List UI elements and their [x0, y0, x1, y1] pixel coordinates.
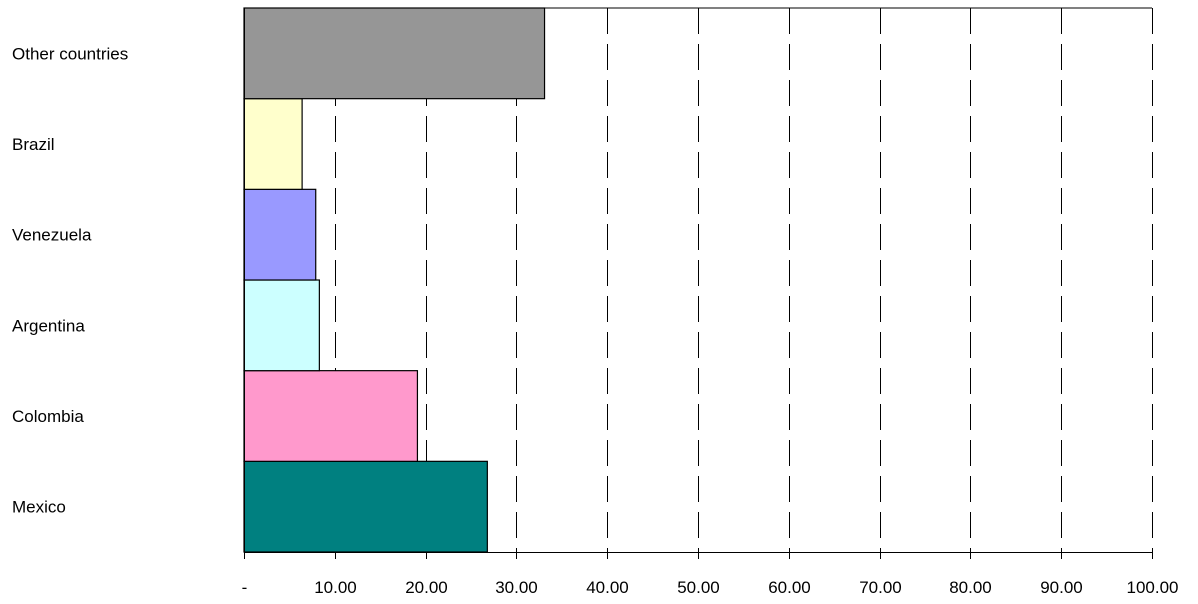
bar-mexico — [243, 460, 488, 553]
x-tick-label-80: 80.00 — [949, 578, 992, 597]
x-tick-label-40: 40.00 — [586, 578, 629, 597]
category-label-mexico: Mexico — [12, 498, 66, 517]
x-tick-label-30: 30.00 — [495, 578, 538, 597]
bar-colombia — [243, 370, 419, 462]
bar-other-countries — [243, 7, 546, 100]
x-tick-label-60: 60.00 — [768, 578, 811, 597]
x-tick-label-0: - — [242, 578, 248, 597]
x-tick-label-90: 90.00 — [1040, 578, 1083, 597]
category-label-argentina: Argentina — [12, 316, 85, 335]
bars — [243, 7, 546, 553]
x-tick-label-50: 50.00 — [677, 578, 720, 597]
x-tick-label-70: 70.00 — [859, 578, 902, 597]
x-axis: - 10.00 20.00 30.00 40.00 50.00 60.00 70.00 80.0… — [242, 8, 1179, 597]
bar-venezuela — [243, 188, 317, 281]
bar-brazil — [243, 98, 303, 190]
category-label-other-countries: Other countries — [12, 44, 128, 63]
category-label-colombia: Colombia — [12, 407, 84, 426]
category-labels: Mexico Colombia Argentina Venezuela Brazil Ot… — [12, 44, 128, 516]
x-tick-label-10: 10.00 — [314, 578, 357, 597]
x-tick-label-20: 20.00 — [405, 578, 448, 597]
bar-argentina — [243, 279, 320, 372]
x-tick-label-100: 100.00 — [1127, 578, 1179, 597]
category-label-venezuela: Venezuela — [12, 226, 92, 245]
category-label-brazil: Brazil — [12, 135, 55, 154]
